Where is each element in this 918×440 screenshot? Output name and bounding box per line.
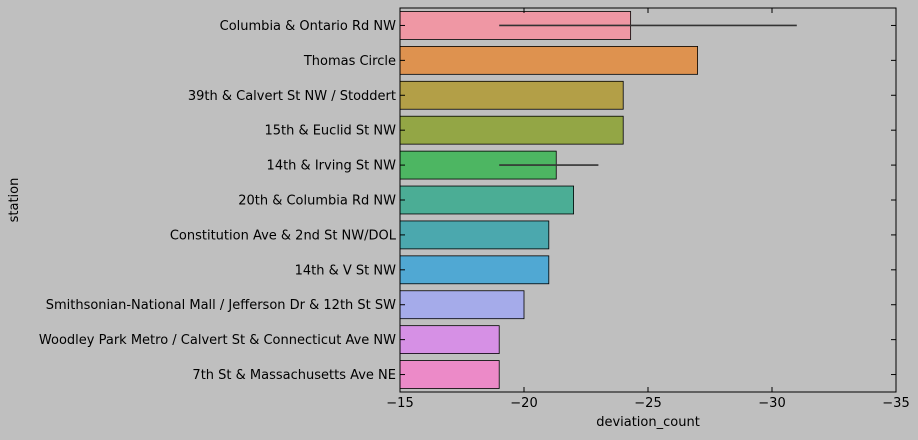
y-tick-label-1: Thomas Circle (303, 54, 396, 69)
bar-9 (399, 325, 500, 355)
y-tick-label-8: Smithsonian-National Mall / Jefferson Dr… (46, 298, 396, 313)
bar-5 (399, 185, 575, 215)
bar-6 (399, 220, 550, 250)
y-tick-labels: Columbia & Ontario Rd NW Thomas Circle 39t… (39, 19, 397, 383)
y-tick-label-5: 20th & Columbia Rd NW (238, 194, 396, 209)
bar-1 (399, 46, 699, 75)
y-tick-label-0: Columbia & Ontario Rd NW (220, 19, 396, 34)
bar-2 (399, 80, 624, 110)
bar-3 (399, 115, 624, 145)
y-tick-label-4: 14th & Irving St NW (267, 159, 397, 174)
y-tick-label-3: 15th & Euclid St NW (264, 124, 396, 139)
y-tick-label-9: Woodley Park Metro / Calvert St & Connec… (39, 333, 396, 348)
y-tick-label-2: 39th & Calvert St NW / Stoddert (188, 89, 396, 104)
x-tick-label-0: −15 (386, 396, 413, 411)
bar-7 (399, 255, 550, 285)
y-axis-label: station (7, 178, 22, 223)
x-tick-label-1: −20 (510, 396, 537, 411)
ticks-layer (399, 8, 897, 392)
x-tick-label-4: −35 (882, 396, 909, 411)
bar-8 (399, 290, 525, 320)
x-tick-labels: −15 −20 −25 −30 −35 (386, 396, 909, 411)
x-tick-label-2: −25 (634, 396, 661, 411)
y-tick-label-7: 14th & V St NW (295, 263, 397, 278)
y-tick-label-6: Constitution Ave & 2nd St NW/DOL (170, 228, 397, 243)
bars-layer (399, 11, 699, 389)
x-axis-label: deviation_count (596, 415, 700, 430)
error-bars-layer (499, 24, 797, 166)
bar-10 (399, 360, 500, 389)
y-tick-label-10: 7th St & Massachusetts Ave NE (192, 368, 396, 383)
x-tick-label-3: −30 (758, 396, 785, 411)
